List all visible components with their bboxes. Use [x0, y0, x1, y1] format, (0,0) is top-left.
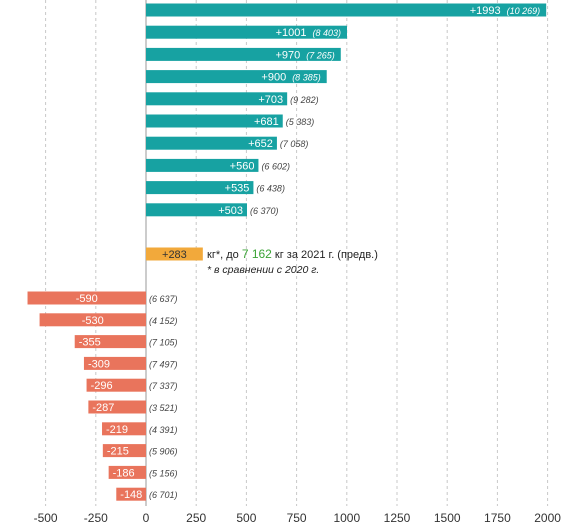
annotation-line2: * в сравнении с 2020 г.: [207, 264, 319, 276]
bar-value-label: +503: [218, 205, 243, 217]
x-tick-label: 0: [143, 511, 150, 525]
bar-value-label: +970: [275, 49, 300, 61]
grid-lines: [45, 0, 549, 506]
bar-total-label: (10 269): [507, 6, 541, 16]
x-axis: -500 -250 0 250 500 750 1000 1250 1500 1750 2000: [34, 511, 562, 525]
bar: [108, 465, 146, 479]
x-tick-label: 250: [186, 511, 206, 525]
bar-value-label: -215: [107, 446, 129, 458]
bar: [146, 92, 288, 106]
bars: [27, 3, 547, 501]
bar-total-label: (9 282): [290, 95, 319, 105]
bar: [88, 400, 146, 414]
bar: [146, 70, 327, 84]
bar-total-label: (6 637): [149, 294, 178, 304]
bar-total-label: (4 152): [149, 316, 178, 326]
bar-value-label: -590: [76, 293, 98, 305]
bar-value-label: +535: [225, 183, 250, 195]
bar: [102, 422, 146, 436]
x-tick-label: 500: [236, 511, 256, 525]
bar-total-label: (6 438): [256, 184, 285, 194]
bar-value-label: -186: [113, 467, 135, 479]
x-tick-label: 750: [287, 511, 307, 525]
bar: [83, 356, 146, 370]
bar-total-label: (4 391): [149, 425, 178, 435]
bar: [146, 158, 259, 172]
annotation-highlight-value: 7 162: [242, 247, 272, 261]
bar-total-label: (5 906): [149, 447, 178, 457]
bar: [74, 335, 146, 349]
annotation-line1-after: кг за 2021 г. (предв.): [272, 249, 378, 261]
bar: [146, 25, 348, 39]
bar-total-label: (7 058): [280, 139, 309, 149]
bar-value-label: -148: [120, 489, 142, 501]
bar: [146, 114, 283, 128]
bar: [27, 291, 146, 305]
x-tick-label: -250: [84, 511, 108, 525]
bar-total-label: (8 403): [312, 28, 341, 38]
bar-total-label: (5 383): [286, 117, 315, 127]
bar-value-label: -296: [91, 380, 113, 392]
x-tick-label: 1250: [384, 511, 411, 525]
bar-total-label: (3 521): [149, 403, 178, 413]
x-tick-label: -500: [34, 511, 58, 525]
bar-total-label: (7 337): [149, 381, 178, 391]
x-tick-label: 1000: [333, 511, 360, 525]
bar: [146, 203, 248, 217]
bar: [146, 3, 547, 17]
bar-total-label: (5 156): [149, 468, 178, 478]
bar-total-label: (7 497): [149, 359, 178, 369]
bar: [102, 444, 146, 458]
bar-value-label: +283: [162, 249, 187, 261]
bar-total-label: (6 370): [250, 206, 279, 216]
bar-total-label: (6 602): [261, 161, 290, 171]
bar-total-label: (7 265): [306, 50, 335, 60]
bar-value-label: +681: [254, 116, 279, 128]
bar-value-label: -355: [79, 337, 101, 349]
bar-labels: +1993 (10 269) +1001 (8 403) +970 (7 265) +900…: [76, 5, 540, 501]
x-tick-label: 2000: [534, 511, 561, 525]
bar-value-label: +1001: [276, 27, 307, 39]
annotation-line1-before: кг*, до: [207, 249, 242, 261]
bar-value-label: -287: [92, 402, 114, 414]
bar-value-label: -309: [88, 358, 110, 370]
bar: [86, 378, 146, 392]
bar: [39, 313, 146, 327]
bar-value-label: -219: [106, 424, 128, 436]
x-tick-label: 1500: [434, 511, 461, 525]
bar: [146, 247, 203, 261]
bar-value-label: +703: [258, 94, 283, 106]
annotation: кг*, до 7 162 кг за 2021 г. (предв.) * в…: [207, 247, 378, 276]
bar-total-label: (7 105): [149, 338, 178, 348]
bar-value-label: +560: [230, 160, 255, 172]
bar-value-label: +900: [261, 72, 286, 84]
annotation-line1: кг*, до 7 162 кг за 2021 г. (предв.): [207, 247, 378, 261]
bar: [146, 47, 341, 61]
bar: [146, 181, 254, 195]
x-tick-label: 1750: [484, 511, 511, 525]
bar-value-label: +652: [248, 138, 273, 150]
bar-total-label: (6 701): [149, 490, 178, 500]
bar: [116, 487, 146, 501]
bar-total-label: (8 385): [292, 73, 321, 83]
bar: [146, 136, 277, 150]
bar-value-label: +1993: [470, 5, 501, 17]
bar-value-label: -530: [82, 315, 104, 327]
